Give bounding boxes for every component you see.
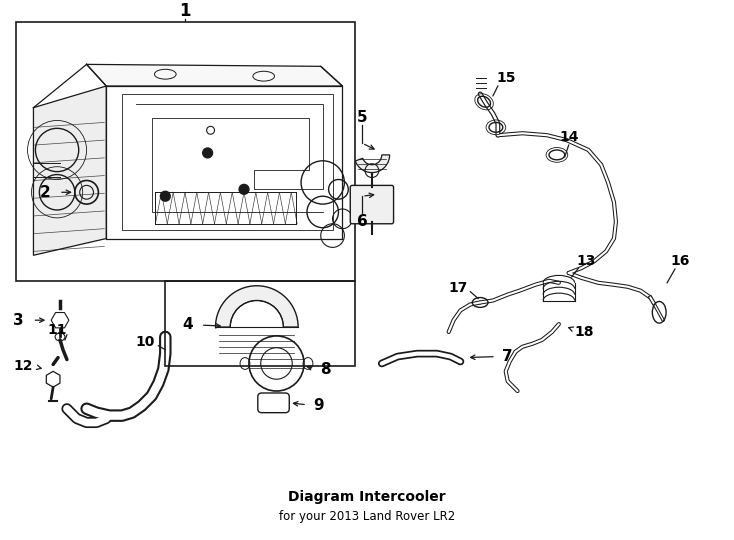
Text: 9: 9 [313,399,324,413]
Text: 15: 15 [496,71,515,85]
Text: 12: 12 [14,360,33,374]
Circle shape [161,191,170,201]
Circle shape [239,184,249,194]
Circle shape [203,148,213,158]
Wedge shape [355,155,390,173]
Text: 1: 1 [179,2,191,20]
FancyBboxPatch shape [350,185,393,224]
Text: 16: 16 [670,254,689,268]
Text: 2: 2 [40,185,51,200]
Wedge shape [216,286,298,327]
Polygon shape [106,86,342,239]
Text: 13: 13 [577,254,596,268]
Text: 7: 7 [502,349,513,364]
Text: 17: 17 [448,281,468,295]
Text: 3: 3 [13,313,24,328]
Text: 8: 8 [320,362,331,377]
Text: Diagram Intercooler: Diagram Intercooler [288,490,446,504]
Text: for your 2013 Land Rover LR2: for your 2013 Land Rover LR2 [279,510,455,523]
Text: 14: 14 [559,130,578,144]
Text: 6: 6 [357,214,368,230]
Text: 10: 10 [136,335,156,349]
Text: 5: 5 [357,110,368,125]
Text: 11: 11 [47,323,67,337]
Polygon shape [34,86,106,255]
Text: 4: 4 [183,316,193,332]
Text: 18: 18 [575,325,595,339]
Polygon shape [87,64,342,86]
